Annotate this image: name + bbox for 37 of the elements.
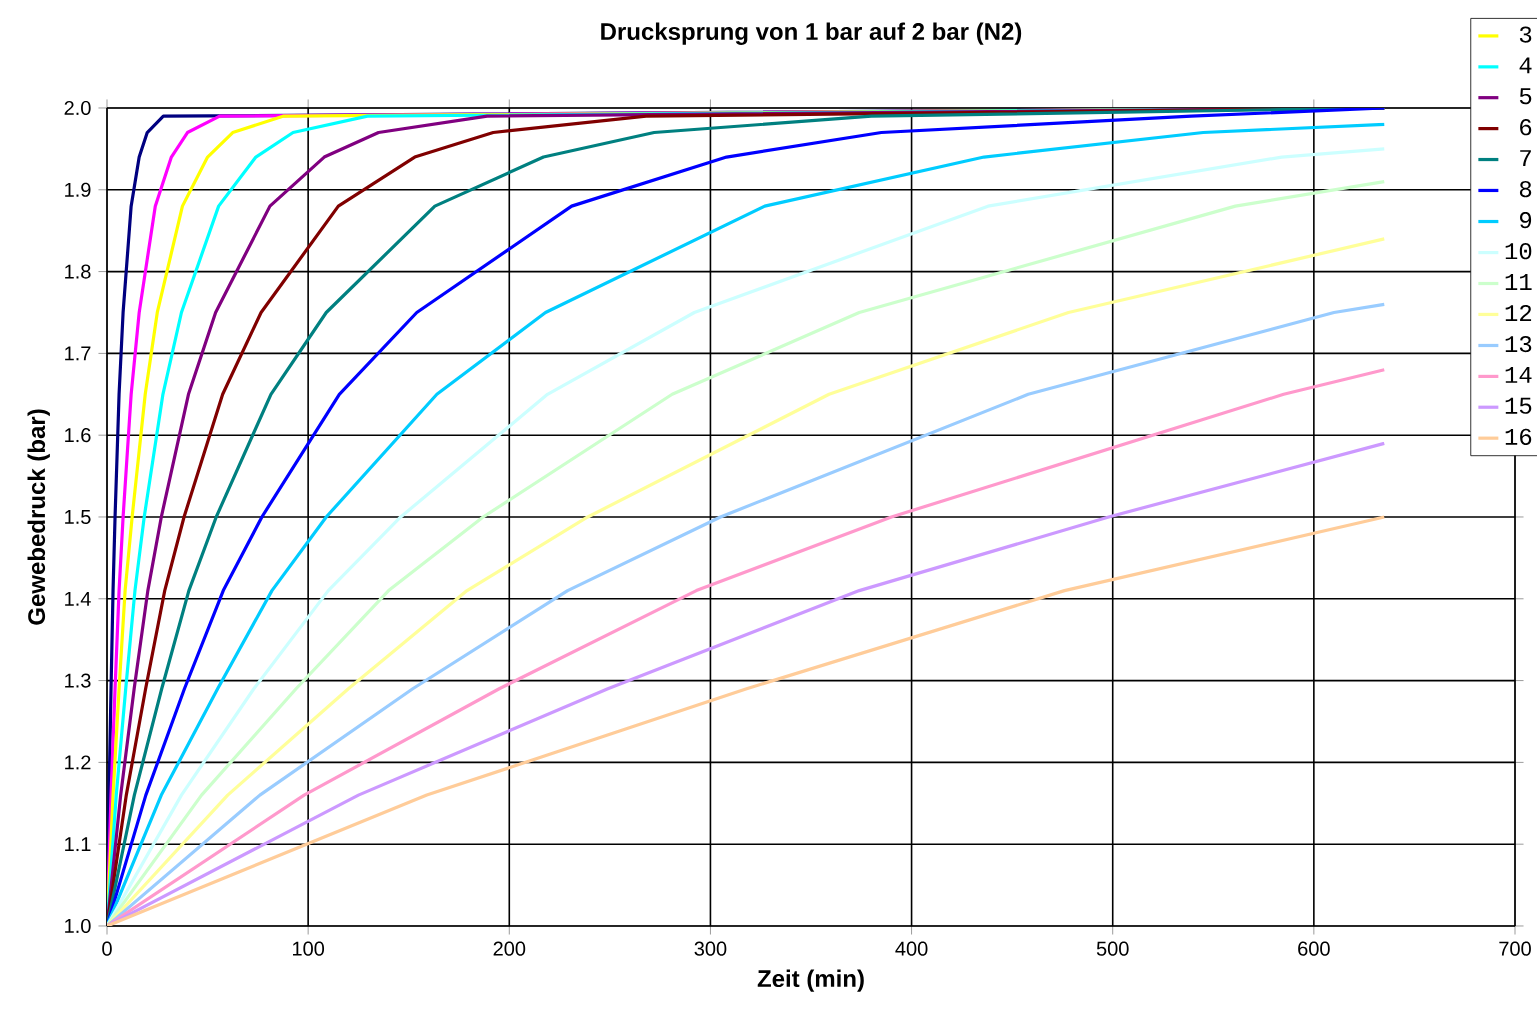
y-tick-label: 1.3 [65, 673, 91, 688]
y-tick-label: 1.0 [65, 918, 91, 934]
legend-label: 15 [1505, 397, 1532, 414]
y-tick-label: 1.6 [65, 428, 91, 443]
legend-label: 7 [1520, 150, 1531, 166]
x-tick-label: 200 [493, 941, 526, 956]
x-tick-label: 500 [1096, 941, 1129, 956]
x-axis-title: Zeit (min) [757, 969, 864, 992]
legend-label: 10 [1505, 243, 1532, 260]
y-tick-label: 1.5 [65, 510, 91, 524]
x-tick-label: 400 [895, 941, 928, 956]
x-tick-label: 600 [1298, 941, 1330, 956]
legend-label: 12 [1505, 304, 1532, 321]
legend-label: 3 [1519, 26, 1532, 43]
y-tick-label: 1.9 [65, 182, 91, 197]
legend-label: 4 [1519, 57, 1532, 74]
y-tick-label: 1.4 [65, 591, 91, 606]
y-tick-label: 2.0 [64, 100, 91, 116]
y-tick-label: 1.8 [65, 264, 91, 279]
x-tick-label: 100 [293, 941, 325, 956]
x-tick-label: 300 [694, 941, 727, 956]
legend-label: 14 [1505, 367, 1532, 383]
x-tick-label: 700 [1499, 941, 1531, 956]
line-series [107, 515, 1386, 926]
y-tick-label: 1.2 [65, 755, 91, 770]
y-axis-title: Gewebedruck (bar) [27, 409, 50, 625]
x-tick-label: 0 [102, 941, 112, 956]
legend-label: 11 [1505, 274, 1532, 290]
chart-title: Drucksprung von 1 bar auf 2 bar (N2) [601, 22, 1022, 45]
legend-label: 9 [1520, 211, 1532, 229]
text: 8 [1519, 180, 1532, 198]
text: 5 [1519, 88, 1532, 105]
y-tick-label: 1.7 [65, 346, 91, 361]
legend-label: 16 [1505, 428, 1532, 445]
y-tick-label: 1.1 [65, 837, 91, 852]
legend-label: 6 [1520, 119, 1532, 136]
legend-label: 13 [1505, 335, 1532, 353]
